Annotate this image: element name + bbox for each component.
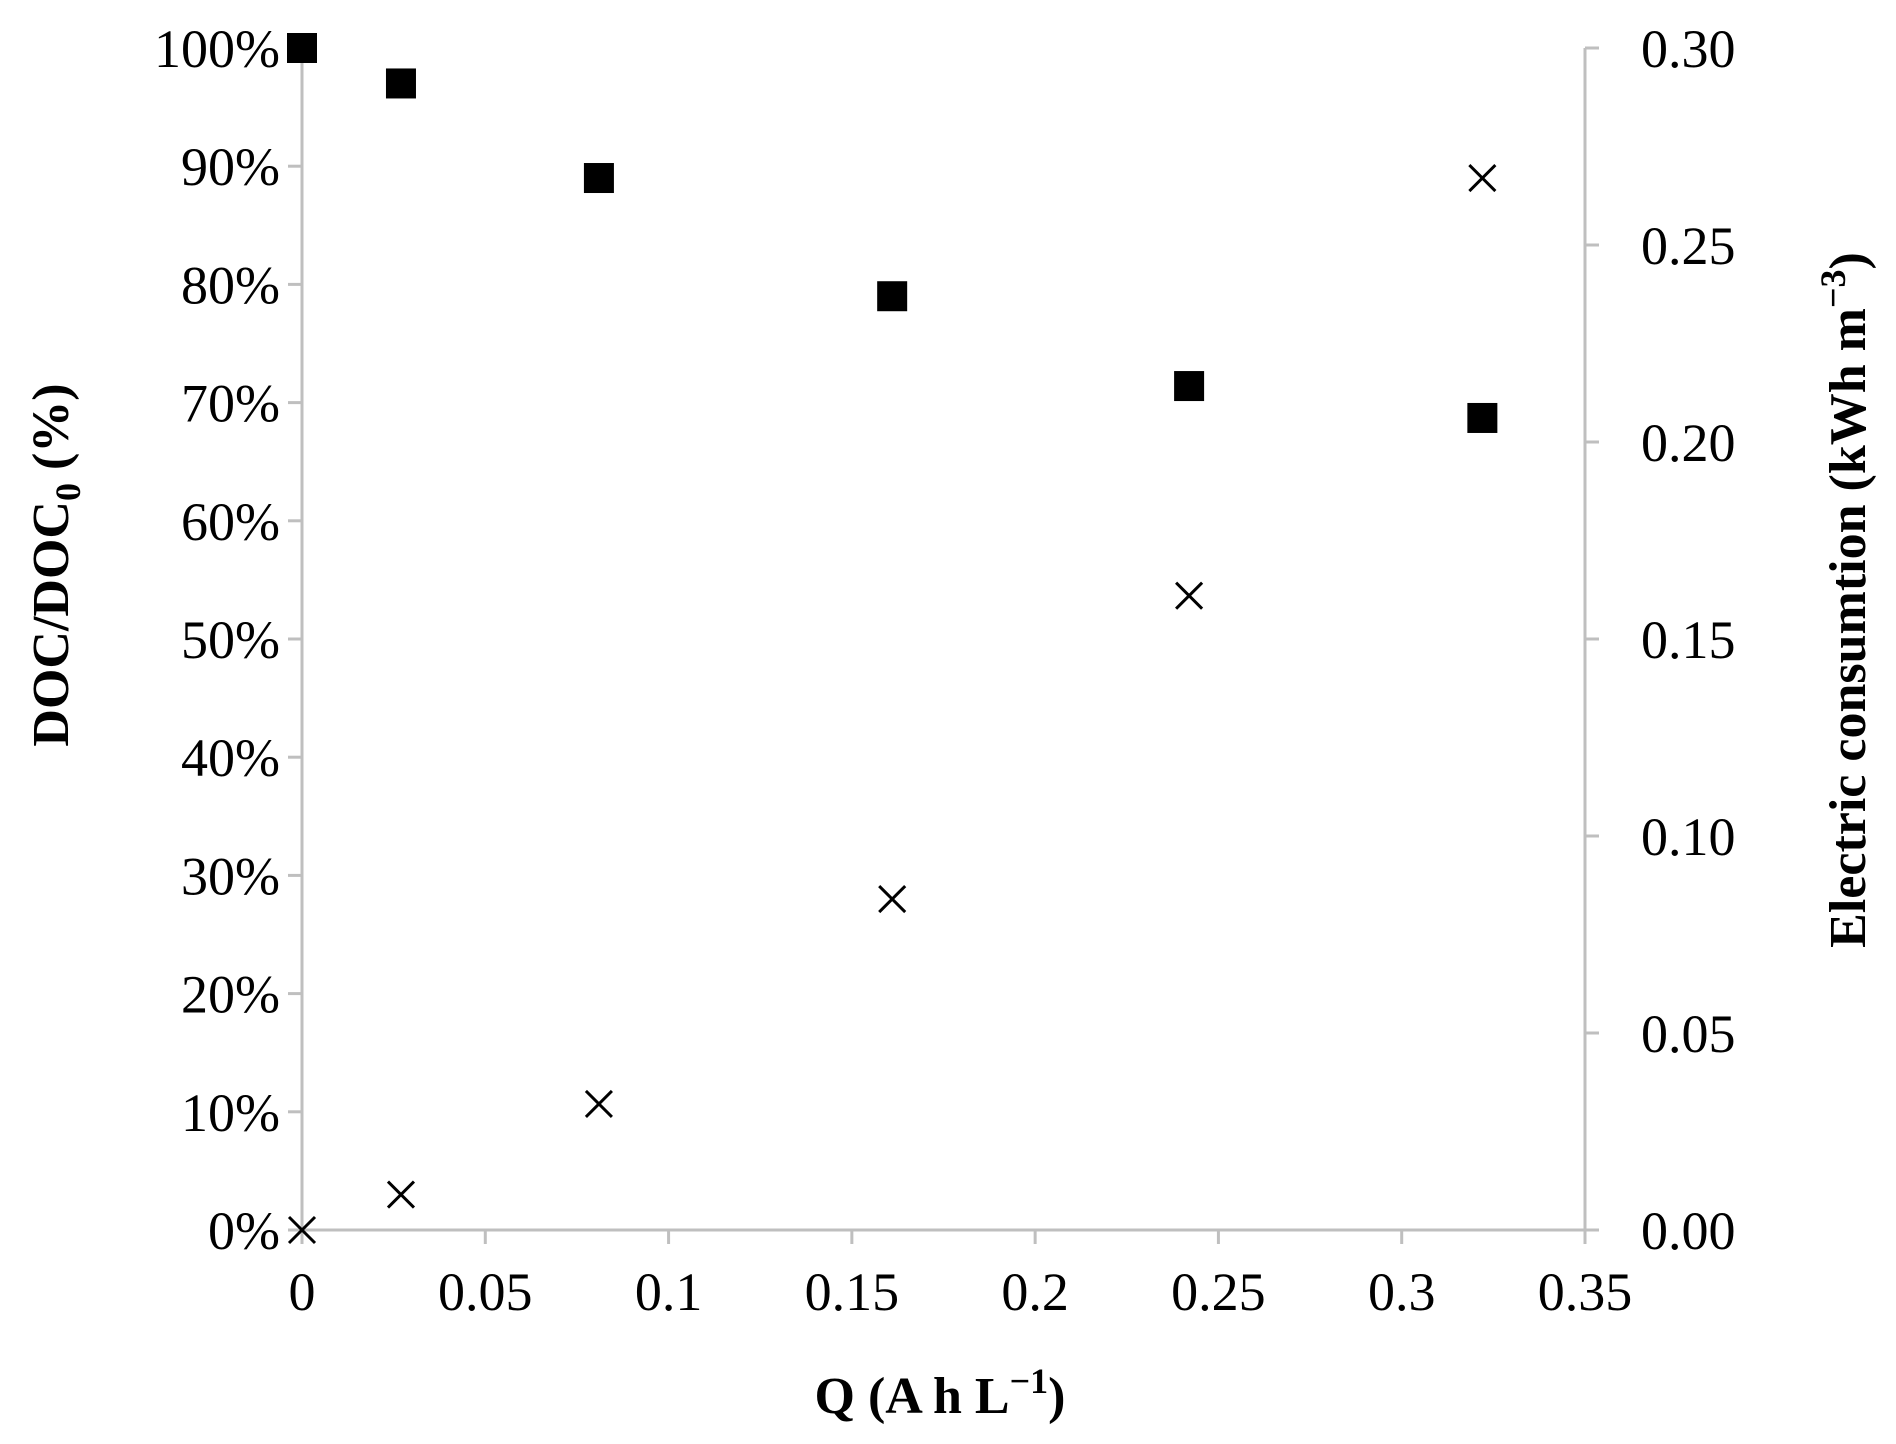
data-point-x <box>1468 163 1497 193</box>
y-left-tick-label: 90% <box>181 137 280 197</box>
data-point-x-stroke <box>287 1215 317 1245</box>
marks <box>287 33 1498 1245</box>
y-right-axis-title: Electric consumtion (kWh m−3) <box>1813 252 1877 948</box>
y-left-tick-label: 100% <box>154 19 280 79</box>
x-tick-label: 0.1 <box>635 1262 703 1322</box>
y-left-tick-label: 50% <box>181 610 280 670</box>
y-right-tick-label: 0.00 <box>1641 1201 1736 1261</box>
y-left-tick-label: 20% <box>181 965 280 1025</box>
data-point-square <box>287 33 317 63</box>
x-tick-label: 0.3 <box>1368 1262 1436 1322</box>
y-left-tick-label: 80% <box>181 255 280 315</box>
axes <box>300 48 1587 1232</box>
data-point-x <box>584 1089 613 1118</box>
y-left-tick-label: 40% <box>181 728 280 788</box>
x-tick-label: 0.35 <box>1538 1262 1633 1322</box>
data-point-x-stroke <box>1468 163 1497 193</box>
ticks: 0 0.05 0.1 0.15 0.2 0.25 0.3 0.35 0% 10% 20% 30% 40%… <box>154 19 1735 1322</box>
y-right-tick-label: 0.10 <box>1641 807 1736 867</box>
y-left-tick-label: 0% <box>208 1201 280 1261</box>
y-left-tick-label: 30% <box>181 846 280 906</box>
y-right-tick-label: 0.05 <box>1641 1004 1736 1064</box>
data-point-square <box>1174 371 1205 402</box>
x-tick-label: 0.15 <box>805 1262 900 1322</box>
data-point-square <box>385 68 416 99</box>
x-axis-title: Q (A h L−1) <box>815 1361 1066 1425</box>
data-point-square <box>583 163 614 194</box>
y-left-tick-label: 10% <box>181 1083 280 1143</box>
data-point-x <box>878 884 907 914</box>
data-point-x-stroke <box>1175 581 1204 610</box>
y-left-tick-label: 70% <box>181 374 280 434</box>
x-tick-label: 0.25 <box>1171 1262 1266 1322</box>
data-point-x-stroke <box>584 1089 613 1118</box>
data-point-x-stroke <box>386 1180 416 1209</box>
y-right-tick-label: 0.30 <box>1641 19 1736 79</box>
y-right-tick-label: 0.15 <box>1641 610 1736 670</box>
y-right-tick-label: 0.20 <box>1641 413 1736 473</box>
data-point-x <box>287 1215 317 1245</box>
data-point-x <box>386 1180 416 1209</box>
data-point-x-stroke <box>878 884 907 914</box>
x-tick-label: 0.2 <box>1001 1262 1069 1322</box>
y-left-tick-label: 60% <box>181 492 280 552</box>
data-point-x <box>1175 581 1204 610</box>
y-left-axis-title: DOC/DOC0 (%) <box>23 383 88 746</box>
x-tick-label: 0 <box>289 1262 316 1322</box>
x-tick-label: 0.05 <box>438 1262 533 1322</box>
data-point-square <box>1467 402 1498 433</box>
data-point-square <box>877 281 908 312</box>
y-right-tick-label: 0.25 <box>1641 216 1736 276</box>
